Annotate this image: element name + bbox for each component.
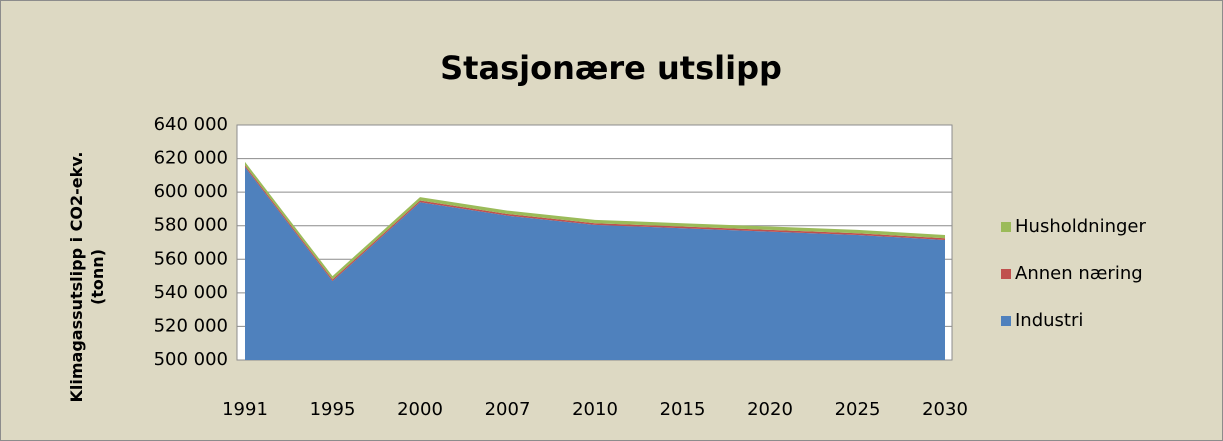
x-tick-label: 2015 — [660, 399, 706, 420]
x-tick-label: 2000 — [397, 399, 443, 420]
y-tick-label: 640 000 — [154, 114, 228, 135]
legend-label: Annen næring — [1015, 263, 1143, 284]
y-tick-label: 560 000 — [154, 248, 228, 269]
legend-swatch — [1001, 269, 1011, 279]
y-tick-label: 540 000 — [154, 282, 228, 303]
legend-label: Husholdninger — [1015, 216, 1146, 237]
y-tick-label: 580 000 — [154, 215, 228, 236]
x-tick-label: 2025 — [835, 399, 881, 420]
x-tick-label: 2030 — [922, 399, 968, 420]
area — [245, 161, 945, 280]
legend-label: Industri — [1015, 310, 1083, 331]
y-tick-label: 620 000 — [154, 148, 228, 169]
area — [245, 166, 945, 360]
x-tick-label: 2020 — [747, 399, 793, 420]
legend-swatch — [1001, 222, 1011, 232]
y-tick-label: 500 000 — [154, 349, 228, 370]
y-tick-label: 520 000 — [154, 315, 228, 336]
chart-title: Stasjonære utslipp — [440, 49, 782, 87]
x-tick-label: 2010 — [572, 399, 618, 420]
y-tick-label: 600 000 — [154, 181, 228, 202]
legend-swatch — [1001, 316, 1011, 326]
x-tick-label: 1991 — [222, 399, 268, 420]
x-tick-label: 1995 — [310, 399, 356, 420]
y-axis-label: Klimagassutslipp i CO2-ekv. (tonn) — [67, 151, 107, 403]
x-tick-label: 2007 — [485, 399, 531, 420]
area — [245, 165, 945, 282]
